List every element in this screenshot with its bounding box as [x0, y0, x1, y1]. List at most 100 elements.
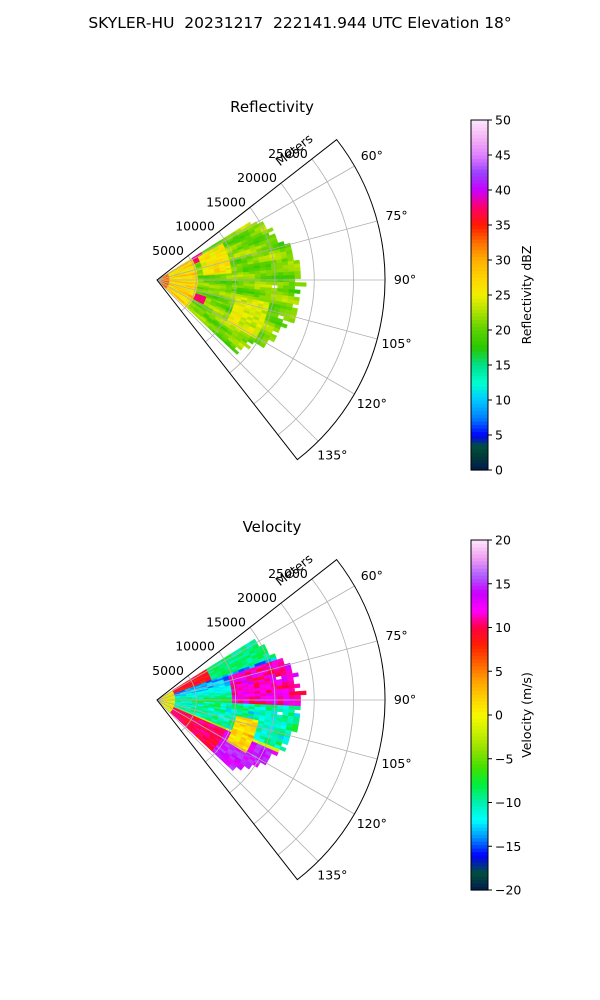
colorbar-segment	[471, 354, 488, 359]
colorbar-segment	[471, 193, 488, 198]
colorbar-segment	[471, 218, 488, 223]
data-cell	[243, 694, 250, 698]
colorbar-segment	[471, 386, 488, 391]
data-cell	[277, 695, 284, 700]
colorbar-segment	[471, 858, 488, 863]
data-cell	[243, 274, 250, 278]
data-cell	[294, 702, 301, 707]
data-cell	[265, 689, 273, 694]
figure-title: SKYLER-HU 20231217 222141.944 UTC Elevat…	[88, 14, 512, 32]
colorbar-segment	[471, 627, 488, 632]
colorbar-segment	[471, 578, 488, 583]
data-cell	[248, 693, 256, 697]
colorbar-segment	[471, 288, 488, 293]
panel-title: Reflectivity	[230, 98, 314, 116]
colorbar-segment	[471, 396, 488, 401]
colorbar-segment	[471, 120, 488, 125]
data-cell	[294, 698, 301, 703]
colorbar-segment	[471, 543, 488, 548]
data-cell	[281, 739, 289, 746]
colorbar-segment	[471, 834, 488, 839]
colorbar-segment	[471, 666, 488, 671]
data-cell	[237, 274, 244, 278]
colorbar-segment	[471, 603, 488, 608]
data-cell	[260, 275, 267, 280]
colorbar-segment	[471, 799, 488, 804]
colorbar-segment	[471, 778, 488, 783]
data-cell	[289, 278, 296, 283]
colorbar-segment	[471, 820, 488, 825]
colorbar-segment	[471, 767, 488, 772]
colorbar-segment	[471, 253, 488, 258]
azimuth-tick-label: 105°	[381, 336, 411, 351]
azimuth-tick-label: 90°	[394, 692, 416, 707]
colorbar-segment	[471, 246, 488, 251]
colorbar-segment	[471, 718, 488, 723]
data-cell	[214, 697, 222, 700]
colorbar-segment	[471, 204, 488, 209]
data-cell	[283, 691, 290, 696]
colorbar-tick-label: 15	[495, 358, 511, 373]
data-cell	[254, 693, 261, 697]
data-cell	[260, 278, 267, 283]
data-cell	[292, 672, 299, 678]
colorbar-segment	[471, 883, 488, 888]
colorbar-segment	[471, 186, 488, 191]
azimuth-tick-label: 60°	[361, 148, 383, 163]
data-cell	[260, 273, 267, 277]
data-cell	[231, 276, 239, 280]
azimuth-tick-label: 120°	[357, 816, 387, 831]
colorbar-tick-label: 10	[495, 620, 511, 635]
data-cell	[254, 276, 261, 280]
colorbar-segment	[471, 463, 488, 468]
sector-frame	[156, 558, 386, 881]
data-cell	[237, 696, 244, 700]
data-cell	[266, 272, 273, 277]
colorbar-segment	[471, 242, 488, 247]
range-tick-label: 25000	[268, 566, 308, 581]
colorbar-segment	[471, 344, 488, 349]
data-cell	[288, 282, 296, 287]
colorbar-segment	[471, 781, 488, 786]
colorbar-segment	[471, 302, 488, 307]
range-ring-10000	[205, 231, 237, 343]
range-ring-25000	[277, 578, 354, 856]
colorbar-segment	[471, 561, 488, 566]
data-cell	[260, 281, 267, 285]
data-cell	[283, 275, 290, 280]
data-cell	[294, 694, 301, 699]
data-cell	[277, 701, 284, 706]
data-cell	[277, 272, 284, 276]
colorbar-segment	[471, 764, 488, 769]
colorbar-segment	[471, 547, 488, 552]
radar-data-cells	[157, 638, 307, 772]
data-cell	[243, 698, 250, 702]
data-cell	[271, 750, 279, 757]
colorbar-segment	[471, 312, 488, 317]
data-cell	[277, 708, 284, 713]
colorbar-segment	[471, 445, 488, 450]
colorbar-segment	[471, 879, 488, 884]
colorbar-tick-label: −5	[495, 751, 513, 766]
colorbar-segment	[471, 291, 488, 296]
colorbar-segment	[471, 249, 488, 254]
colorbar-segment	[471, 851, 488, 856]
colorbar-segment	[471, 869, 488, 874]
data-cell	[288, 274, 296, 280]
colorbar-segment	[471, 421, 488, 426]
data-cell	[268, 336, 276, 343]
colorbar-segment	[471, 228, 488, 233]
data-cell	[260, 693, 267, 697]
colorbar-segment	[471, 459, 488, 464]
data-cell	[231, 696, 239, 700]
colorbar-segment	[471, 620, 488, 625]
azimuth-gridline-135	[156, 699, 319, 862]
colorbar-segment	[471, 837, 488, 842]
colorbar-segment	[471, 886, 488, 891]
azimuth-tick-label: 60°	[361, 568, 383, 583]
colorbar-segment	[471, 697, 488, 702]
data-cell	[265, 269, 273, 274]
colorbar-segment	[471, 582, 488, 587]
data-cell	[277, 281, 284, 286]
